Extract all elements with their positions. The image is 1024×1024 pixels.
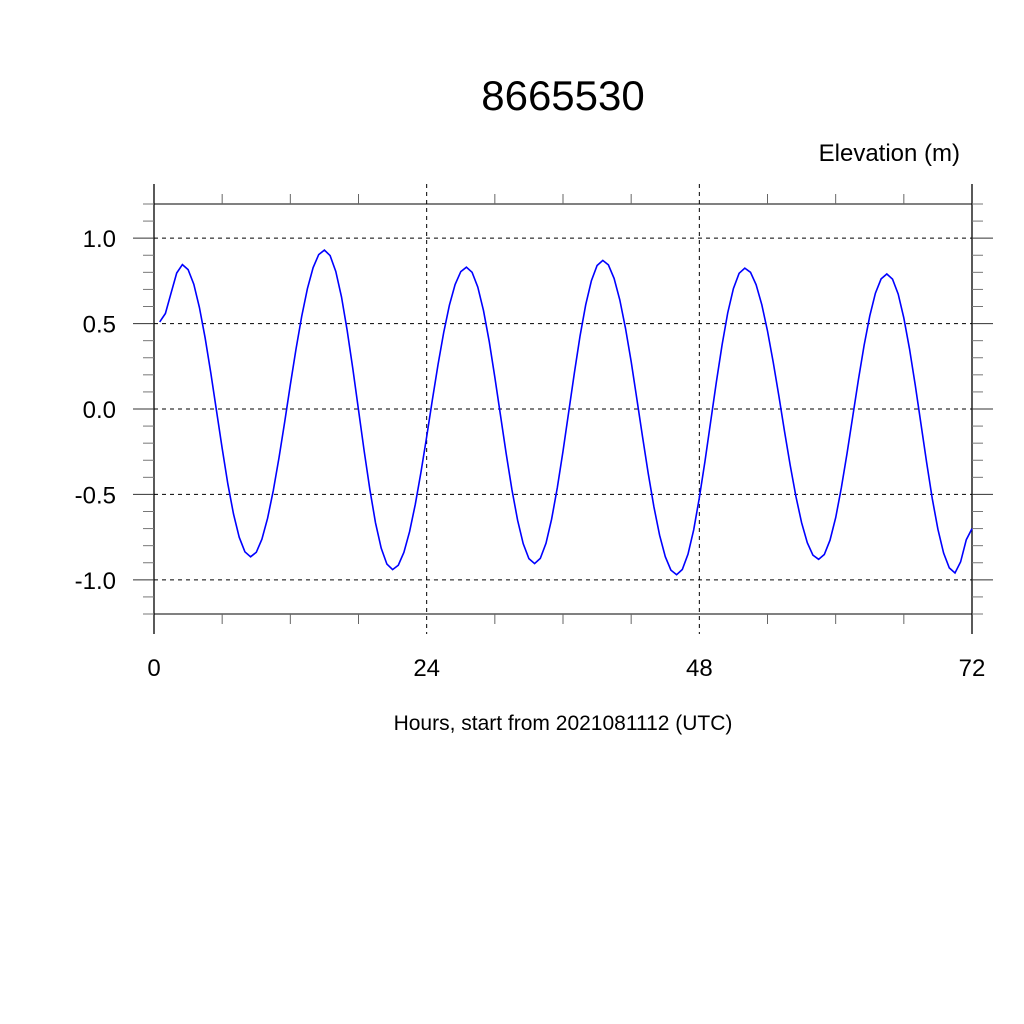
x-tick-label: 24 [413, 655, 440, 682]
x-tick-label: 48 [686, 655, 713, 682]
y-tick-label: -1.0 [75, 568, 116, 595]
tick-labels: -1.0 -0.5 0.0 0.5 1.0 0 24 48 72 [75, 226, 986, 682]
grid-lines [154, 184, 972, 634]
series-group [159, 249, 973, 576]
axes [133, 184, 993, 634]
y-tick-label: 1.0 [83, 226, 116, 253]
y-tick-label: -0.5 [75, 482, 116, 509]
chart-title: 8665530 [481, 72, 645, 119]
y-tick-label: 0.0 [83, 397, 116, 424]
y-tick-label: 0.5 [83, 312, 116, 339]
x-tick-label: 72 [959, 655, 986, 682]
x-tick-label: 0 [147, 655, 160, 682]
series-line [159, 249, 973, 576]
x-axis-label: Hours, start from 2021081112 (UTC) [394, 712, 733, 735]
y-axis-label: Elevation (m) [819, 140, 960, 167]
